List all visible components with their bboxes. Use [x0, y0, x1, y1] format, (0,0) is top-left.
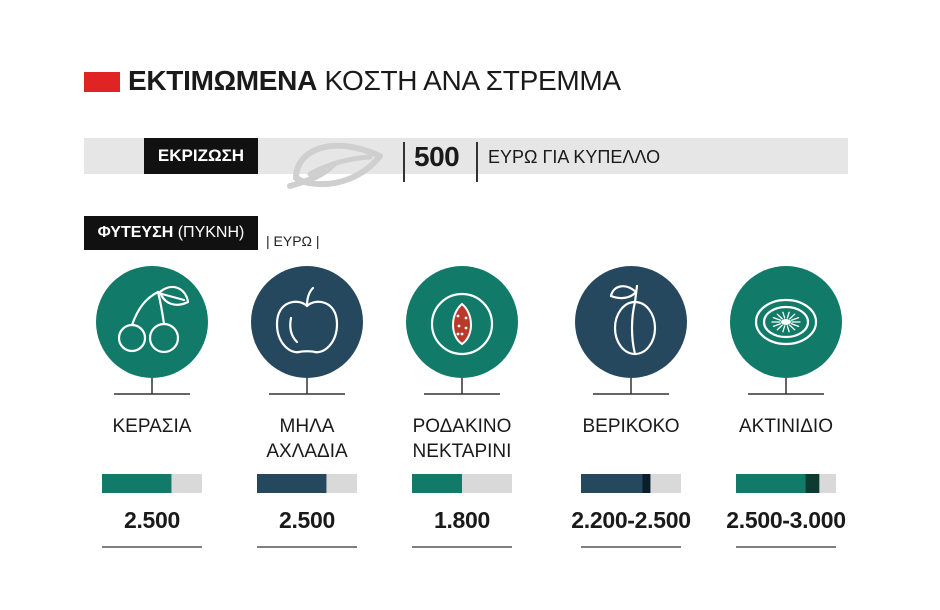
category-label: ΒΕΡΙΚΟΚΟ [551, 414, 711, 439]
category-label: ΜΗΛΑ ΑΧΛΑΔΙΑ [227, 414, 387, 464]
category-label-line: ΡΟΔΑΚΙΝΟ [412, 416, 512, 437]
fyteusi-tag: ΦΥΤΕΥΣΗ (ΠΥΚΝΗ) [84, 216, 258, 250]
bar [736, 474, 806, 493]
category-label-line: ΝΕΚΤΑΡΙΝΙ [412, 441, 512, 462]
category-label: ΡΟΔΑΚΙΝΟ ΝΕΚΤΑΡΙΝΙ [382, 414, 542, 464]
bar [102, 474, 172, 493]
cherry-icon [117, 285, 190, 354]
bar [412, 474, 462, 493]
ekrizosi-divider-left [403, 142, 405, 182]
kiwi-icon [754, 298, 818, 346]
bar-range [805, 474, 820, 493]
icon-circle [96, 266, 208, 378]
value-label: 1.800 [433, 507, 491, 533]
peach-icon [430, 292, 494, 356]
bar-range [642, 474, 651, 493]
fyteusi-unit: | ΕΥΡΩ | [266, 233, 320, 249]
page-title: ΕΚΤΙΜΩΜΕΝΑ ΚΟΣΤΗ ΑΝΑ ΣΤΡΕΜΜΑ [128, 64, 621, 98]
category-label-line: ΑΚΤΙΝΙΔΙΟ [739, 416, 833, 437]
apricot-icon [609, 284, 657, 356]
bar [257, 474, 327, 493]
title-light: ΚΟΣΤΗ ΑΝΑ ΣΤΡΕΜΜΑ [324, 65, 621, 96]
ekrizosi-unit: ΕΥΡΩ ΓΙΑ ΚΥΠΕΛΛΟ [488, 147, 661, 167]
category-label-line: ΜΗΛΑ [279, 416, 335, 437]
title-bold: ΕΚΤΙΜΩΜΕΝΑ [128, 65, 317, 96]
fyteusi-label-bold: ΦΥΤΕΥΣΗ [97, 224, 174, 241]
title-accent-mark [84, 72, 120, 92]
category-label-line: ΚΕΡΑΣΙΑ [112, 416, 192, 437]
value-label: 2.500-3.000 [726, 507, 846, 533]
leaf-icon [287, 142, 383, 189]
ekrizosi-divider-right [476, 142, 478, 182]
apple-icon [275, 286, 339, 354]
icon-circle [251, 266, 363, 378]
category-label: ΚΕΡΑΣΙΑ [72, 414, 232, 439]
icon-circle [575, 266, 687, 378]
value-label: 2.500 [123, 507, 181, 533]
ekrizosi-tag: ΕΚΡΙΖΩΣΗ [144, 138, 258, 174]
category-label-line: ΒΕΡΙΚΟΚΟ [582, 416, 680, 437]
category-label: ΑΚΤΙΝΙΔΙΟ [706, 414, 866, 439]
bar [581, 474, 643, 493]
category-label-line: ΑΧΛΑΔΙΑ [266, 441, 348, 462]
value-label: 2.200-2.500 [571, 507, 691, 533]
fyteusi-label-light: (ΠΥΚΝΗ) [177, 224, 245, 241]
value-label: 2.500 [278, 507, 336, 533]
ekrizosi-value: 500 [414, 141, 460, 172]
